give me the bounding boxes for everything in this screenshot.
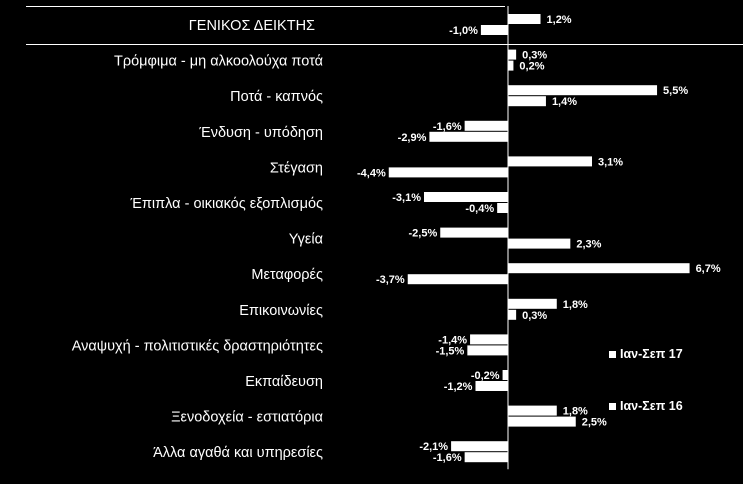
legend-swatch — [609, 403, 616, 410]
legend-label: Ιαν-Σεπ 16 — [620, 399, 683, 413]
bar-series-2 — [497, 203, 508, 213]
data-label: -1,5% — [436, 345, 465, 357]
data-label: -2,9% — [398, 132, 427, 144]
data-label: -3,7% — [376, 274, 405, 286]
category-label: Έπιπλα - οικιακός εξοπλισμός — [130, 196, 323, 212]
bar-series-1 — [508, 85, 658, 96]
data-label: 2,3% — [576, 239, 601, 251]
data-label: 0,3% — [522, 310, 547, 322]
data-label: -0,2% — [471, 370, 500, 382]
bar-series-1 — [508, 405, 557, 416]
category-label: Υγεία — [289, 232, 323, 248]
data-label: -1,4% — [438, 334, 467, 346]
legend-label: Ιαν-Σεπ 17 — [620, 347, 683, 361]
data-label: 0,3% — [522, 50, 547, 62]
category-label: Αναψυχή - πολιτιστικές δραστηριότητες — [72, 338, 323, 354]
data-label: -2,1% — [419, 441, 448, 453]
category-label: Ξενοδοχεία - εστιατόρια — [171, 410, 323, 426]
category-label: Επικοινωνίες — [239, 303, 323, 319]
category-label: Μεταφορές — [251, 267, 323, 283]
data-label: -1,6% — [433, 121, 462, 133]
data-label: -3,1% — [392, 192, 421, 204]
bar-series-1 — [508, 298, 557, 309]
data-label: 5,5% — [663, 85, 688, 97]
category-label: ΓΕΝΙΚΟΣ ΔΕΙΚΤΗΣ — [189, 18, 315, 34]
bar-series-1 — [508, 156, 593, 167]
bar-series-2 — [429, 131, 508, 142]
bar-series-1 — [502, 370, 508, 380]
bar-series-1 — [470, 334, 508, 345]
category-label: Ένδυση - υπόδηση — [198, 125, 323, 141]
bar-series-2 — [508, 60, 514, 71]
data-label: 6,7% — [696, 263, 721, 275]
category-label: Ποτά - καπνός — [230, 89, 323, 105]
bar-series-2 — [464, 452, 508, 463]
bar-series-2 — [467, 345, 508, 356]
data-label: 0,2% — [519, 61, 544, 73]
bar-series-1 — [508, 49, 517, 60]
data-label: -1,6% — [433, 452, 462, 464]
bar-series-2 — [508, 96, 546, 107]
category-label: Εκπαίδευση — [245, 374, 323, 390]
bar-series-1 — [508, 14, 541, 24]
data-label: 2,5% — [582, 417, 607, 429]
data-label: 1,8% — [563, 299, 588, 311]
legend-swatch — [609, 351, 616, 358]
bar-series-1 — [508, 263, 690, 274]
bar-series-1 — [451, 441, 508, 452]
data-label: 1,2% — [547, 14, 572, 26]
category-label: Άλλα αγαθά και υπηρεσίες — [153, 445, 323, 461]
bar-series-2 — [388, 167, 508, 178]
data-label: -1,2% — [444, 381, 473, 393]
bar-series-2 — [508, 309, 517, 320]
category-label: Τρόμφιμα - μη αλκοολούχα ποτά — [114, 54, 323, 70]
data-label: -2,5% — [409, 228, 438, 240]
bar-series-1 — [440, 227, 508, 238]
data-label: -1,0% — [449, 25, 478, 37]
bar-series-1 — [423, 192, 508, 202]
bar-series-1 — [464, 120, 508, 131]
bar-series-2 — [508, 238, 571, 249]
data-label: 1,4% — [552, 96, 577, 108]
data-label: -0,4% — [465, 203, 494, 215]
data-label: -4,4% — [357, 167, 386, 179]
data-label: 3,1% — [598, 156, 623, 168]
bar-series-2 — [480, 25, 508, 35]
category-label: Στέγαση — [270, 160, 323, 176]
bar-series-2 — [508, 416, 576, 427]
bar-series-2 — [475, 381, 508, 391]
bar-series-2 — [407, 274, 508, 285]
data-label: 1,8% — [563, 406, 588, 418]
